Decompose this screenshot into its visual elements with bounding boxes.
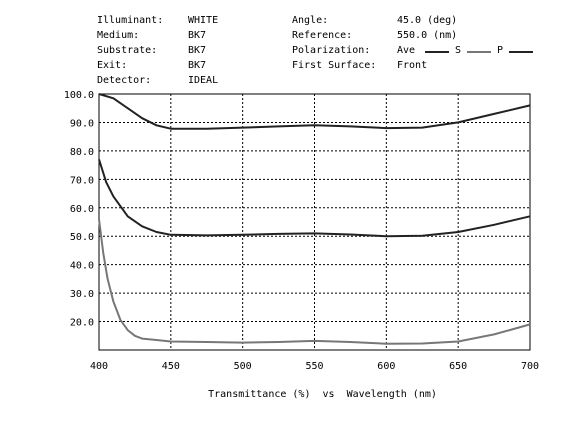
y-tick-label: 100.0 — [64, 90, 94, 101]
legend-ave-line — [425, 51, 449, 53]
series-line-s — [98, 93, 531, 130]
x-tick-label: 450 — [162, 361, 180, 372]
substrate-value: BK7 — [188, 45, 207, 56]
y-axis-ticks: 20.0 30.0 40.0 50.0 60.0 70.0 80.0 90.0 100.0 — [64, 90, 94, 329]
illuminant-value: WHITE — [188, 15, 219, 26]
x-tick-label: 550 — [305, 361, 323, 372]
detector-label: Detector: — [97, 75, 152, 86]
angle-value: 45.0 (deg) — [397, 15, 458, 26]
substrate-label: Substrate: — [97, 45, 158, 56]
detector-value: IDEAL — [188, 75, 219, 86]
x-tick-label: 650 — [449, 361, 467, 372]
series-layer — [98, 93, 531, 345]
y-tick-label: 70.0 — [70, 175, 94, 186]
x-tick-label: 600 — [377, 361, 395, 372]
series-line-p — [98, 219, 531, 345]
exit-label: Exit: — [97, 60, 128, 71]
medium-label: Medium: — [97, 30, 140, 41]
y-tick-label: 90.0 — [70, 118, 94, 129]
polarization-s: S — [455, 45, 462, 56]
legend-p-line — [509, 51, 533, 53]
reference-label: Reference: — [292, 30, 353, 41]
legend-header: Illuminant: WHITE Medium: BK7 Substrate:… — [0, 0, 569, 90]
polarization-label: Polarization: — [292, 45, 371, 56]
x-axis-ticks: 400 450 500 550 600 650 700 — [90, 361, 539, 372]
grid — [98, 93, 531, 350]
illuminant-label: Illuminant: — [97, 15, 164, 26]
y-tick-label: 40.0 — [70, 261, 94, 272]
y-tick-label: 30.0 — [70, 289, 94, 300]
exit-value: BK7 — [188, 60, 207, 71]
reference-value: 550.0 (nm) — [397, 30, 458, 41]
x-tick-label: 700 — [521, 361, 539, 372]
polarization-p: P — [497, 45, 504, 56]
legend-s-line — [467, 51, 491, 53]
first-surface-label: First Surface: — [292, 60, 377, 71]
y-tick-label: 60.0 — [70, 204, 94, 215]
first-surface-value: Front — [397, 60, 428, 71]
x-axis-label: Transmittance (%) vs Wavelength (nm) — [208, 389, 437, 400]
angle-label: Angle: — [292, 15, 329, 26]
x-tick-label: 500 — [234, 361, 252, 372]
y-tick-label: 50.0 — [70, 232, 94, 243]
y-tick-label: 80.0 — [70, 147, 94, 158]
polarization-ave: Ave — [397, 45, 416, 56]
x-tick-label: 400 — [90, 361, 108, 372]
y-tick-label: 20.0 — [70, 318, 94, 329]
medium-value: BK7 — [188, 30, 207, 41]
series-line-ave — [98, 159, 531, 238]
